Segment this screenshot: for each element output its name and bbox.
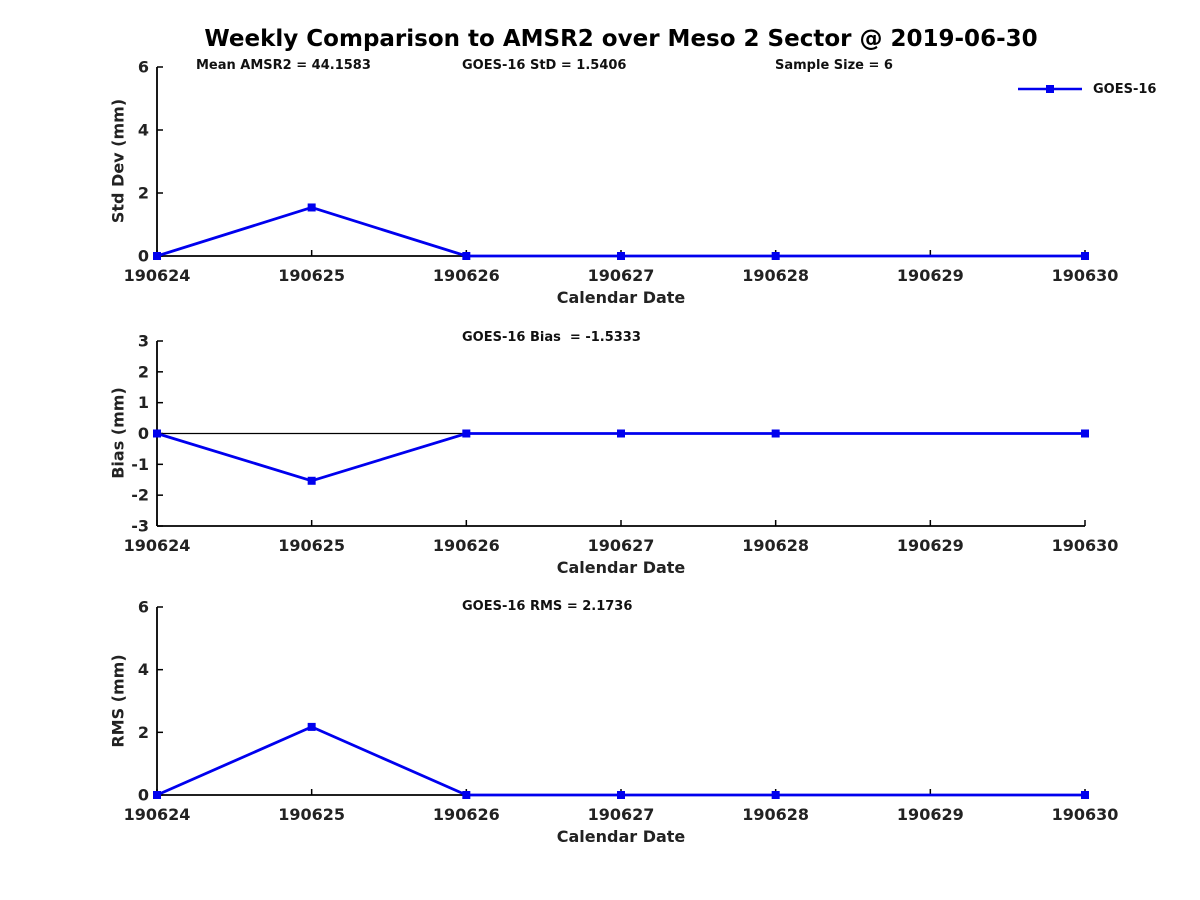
series-line-goes-16 xyxy=(156,725,1085,797)
data-point-marker xyxy=(617,791,625,799)
x-tick-label: 190630 xyxy=(1052,805,1119,824)
annotation-sample-size: Sample Size = 6 xyxy=(775,58,893,73)
legend-line-marker-icon xyxy=(1018,85,1082,93)
data-point-marker xyxy=(462,429,471,438)
y-axis-label-stddev: Std Dev (mm) xyxy=(108,98,128,224)
annotation-goes16-bias: GOES-16 Bias = -1.5333 xyxy=(462,330,641,345)
data-point-marker xyxy=(153,429,161,438)
x-tick-label: 190625 xyxy=(278,536,345,555)
x-tick-label: 190629 xyxy=(897,805,964,824)
x-tick-label: 190624 xyxy=(124,266,191,285)
data-point-marker xyxy=(307,476,316,485)
data-point-marker xyxy=(771,252,780,260)
x-tick-label: 190628 xyxy=(742,266,809,285)
y-tick-label: 1 xyxy=(138,393,149,412)
y-tick-label: 4 xyxy=(138,660,149,679)
y-tick-label: 0 xyxy=(138,786,149,805)
y-tick-label: 6 xyxy=(138,58,149,77)
x-axis-label-bottom: Calendar Date xyxy=(556,827,686,846)
x-tick-label: 190626 xyxy=(433,805,500,824)
x-axis-label-top: Calendar Date xyxy=(556,288,686,307)
x-tick-label: 190630 xyxy=(1052,536,1119,555)
y-axis-label-bias: Bias (mm) xyxy=(108,387,128,479)
y-tick-label: 2 xyxy=(138,184,149,203)
data-point-marker xyxy=(1081,429,1089,438)
y-tick-label: 6 xyxy=(138,598,149,617)
series-line-goes-16 xyxy=(156,432,1085,483)
annotation-goes16-std: GOES-16 StD = 1.5406 xyxy=(462,58,627,73)
data-point-marker xyxy=(1081,791,1089,799)
x-axis-label-middle: Calendar Date xyxy=(556,558,686,577)
chart-title: Weekly Comparison to AMSR2 over Meso 2 S… xyxy=(204,26,1038,52)
x-tick-label: 190628 xyxy=(742,536,809,555)
series-line-goes-16 xyxy=(156,206,1085,258)
x-tick-label: 190627 xyxy=(588,266,655,285)
data-point-marker xyxy=(617,252,625,260)
x-tick-label: 190627 xyxy=(588,805,655,824)
data-point-marker xyxy=(153,252,161,260)
data-point-marker xyxy=(771,429,780,438)
x-tick-label: 190627 xyxy=(588,536,655,555)
data-point-marker xyxy=(771,791,780,799)
x-tick-label: 190625 xyxy=(278,266,345,285)
data-point-marker xyxy=(307,203,316,212)
legend-label: GOES-16 xyxy=(1093,81,1157,97)
y-tick-label: -2 xyxy=(131,486,149,505)
x-tick-label: 190630 xyxy=(1052,266,1119,285)
x-tick-label: 190625 xyxy=(278,805,345,824)
x-tick-label: 190624 xyxy=(124,536,191,555)
y-tick-label: -1 xyxy=(131,455,149,474)
x-tick-label: 190629 xyxy=(897,266,964,285)
annotation-goes16-rms: GOES-16 RMS = 2.1736 xyxy=(462,599,633,614)
x-tick-label: 190626 xyxy=(433,536,500,555)
x-tick-label: 190629 xyxy=(897,536,964,555)
y-tick-label: 3 xyxy=(138,332,149,351)
y-tick-label: 0 xyxy=(138,247,149,266)
y-axis-label-rms: RMS (mm) xyxy=(108,654,128,748)
data-point-marker xyxy=(617,429,625,438)
x-tick-label: 190626 xyxy=(433,266,500,285)
x-tick-label: 190628 xyxy=(742,805,809,824)
x-tick-label: 190624 xyxy=(124,805,191,824)
y-tick-label: 2 xyxy=(138,723,149,742)
y-tick-label: 0 xyxy=(138,424,149,443)
y-tick-label: -3 xyxy=(131,517,149,536)
data-point-marker xyxy=(153,791,161,799)
y-tick-label: 2 xyxy=(138,362,149,381)
y-tick-label: 4 xyxy=(138,121,149,140)
annotation-mean-amsr2: Mean AMSR2 = 44.1583 xyxy=(196,58,371,73)
data-point-marker xyxy=(462,791,471,799)
data-point-marker xyxy=(1081,252,1089,260)
data-point-marker xyxy=(307,722,316,731)
legend: GOES-16 xyxy=(1017,81,1156,97)
data-point-marker xyxy=(462,252,471,260)
